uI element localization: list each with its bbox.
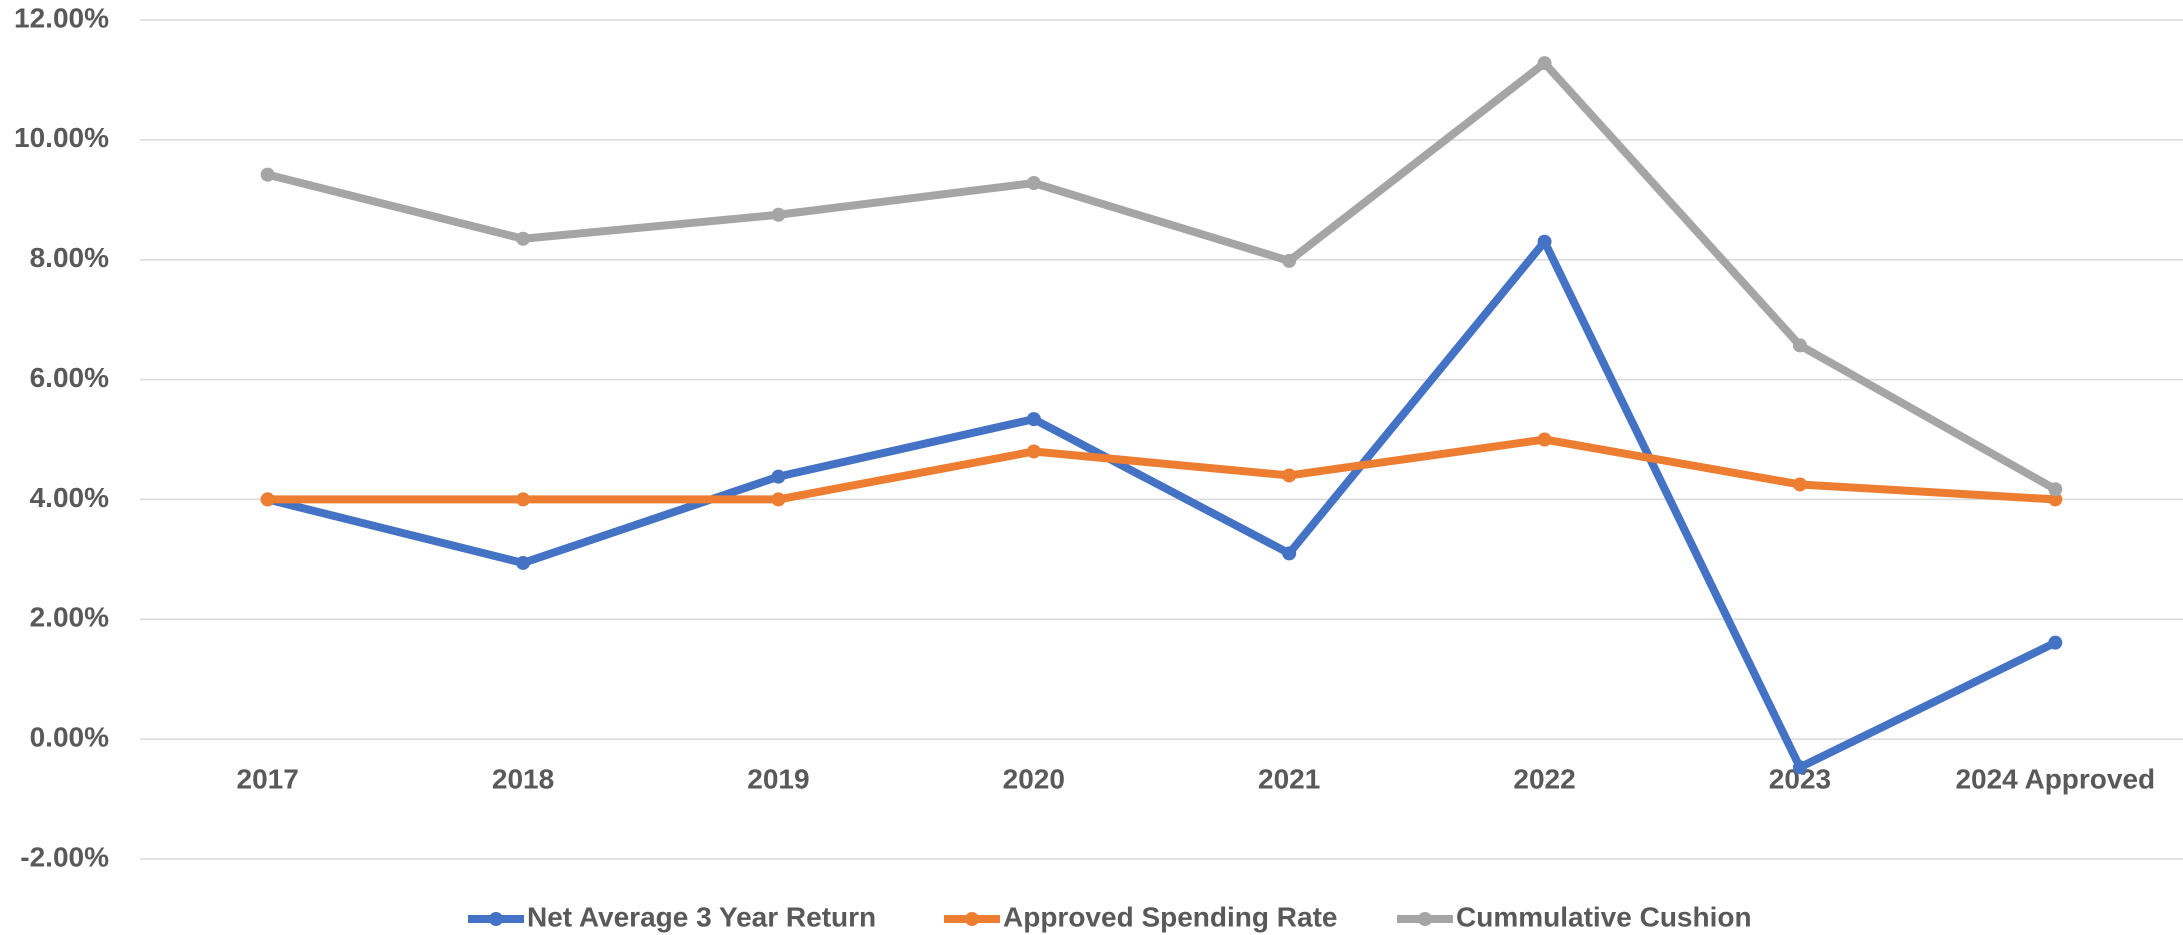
data-point (1282, 468, 1297, 483)
y-tick-label: 6.00% (30, 362, 109, 393)
x-tick-label: 2019 (747, 763, 809, 794)
series-line (267, 435, 2056, 504)
data-point (1026, 444, 1041, 459)
legend-marker (965, 912, 979, 926)
data-point (771, 492, 786, 507)
y-tick-label: 8.00% (30, 242, 109, 273)
x-tick-label: 2018 (492, 763, 554, 794)
legend-label: Approved Spending Rate (1003, 901, 1337, 932)
data-point (1792, 338, 1807, 353)
x-tick-label: 2017 (237, 763, 299, 794)
legend-marker (1418, 912, 1432, 926)
data-point (1282, 253, 1297, 268)
series-line (266, 237, 2058, 772)
data-point (1537, 234, 1552, 249)
legend-label: Cummulative Cushion (1456, 901, 1752, 932)
data-point (2048, 492, 2063, 507)
data-point (2048, 635, 2063, 650)
y-tick-label: 0.00% (30, 722, 109, 753)
data-point (260, 492, 275, 507)
data-point (260, 167, 275, 182)
data-point (516, 555, 531, 570)
legend-label: Net Average 3 Year Return (527, 901, 876, 932)
x-tick-label: 2020 (1003, 763, 1065, 794)
y-tick-label: 2.00% (30, 602, 109, 633)
data-point (1537, 56, 1552, 71)
data-point (2048, 482, 2063, 497)
y-tick-label: 4.00% (30, 482, 109, 513)
data-point (1026, 412, 1041, 427)
x-tick-label: 2024 Approved (1955, 763, 2155, 794)
data-point (1792, 760, 1807, 775)
data-point (771, 469, 786, 484)
x-tick-label: 2021 (1258, 763, 1320, 794)
legend-marker (489, 912, 503, 926)
data-point (516, 231, 531, 246)
data-point (1282, 546, 1297, 561)
data-point (1792, 477, 1807, 492)
data-point (771, 207, 786, 222)
data-point (1537, 432, 1552, 447)
series-line (266, 59, 2058, 493)
y-tick-label: -2.00% (20, 841, 109, 872)
data-point (516, 492, 531, 507)
data-point (1026, 176, 1041, 191)
y-tick-label: 10.00% (14, 122, 109, 153)
y-tick-label: 12.00% (14, 2, 109, 33)
x-tick-label: 2022 (1513, 763, 1575, 794)
